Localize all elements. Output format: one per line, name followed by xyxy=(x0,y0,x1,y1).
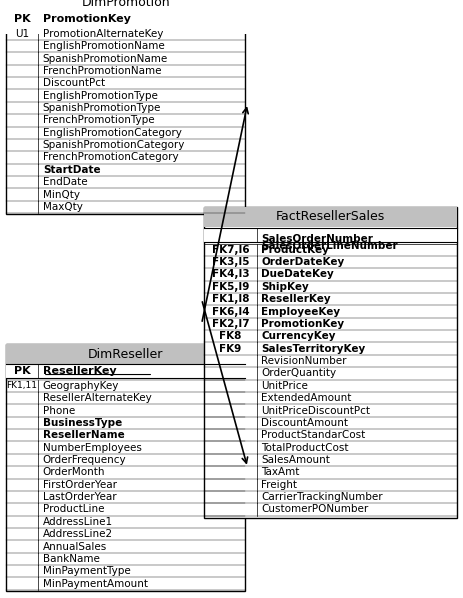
Text: OrderMonth: OrderMonth xyxy=(43,468,105,477)
Text: EnglishPromotionCategory: EnglishPromotionCategory xyxy=(43,128,181,138)
Text: PromotionKey: PromotionKey xyxy=(262,319,344,329)
Text: SpanishPromotionCategory: SpanishPromotionCategory xyxy=(43,140,185,150)
FancyBboxPatch shape xyxy=(204,207,457,518)
FancyBboxPatch shape xyxy=(6,0,245,214)
Text: FK9: FK9 xyxy=(219,344,242,353)
Text: Freight: Freight xyxy=(262,480,297,490)
Text: GeographyKey: GeographyKey xyxy=(43,381,119,390)
FancyBboxPatch shape xyxy=(204,207,457,227)
FancyBboxPatch shape xyxy=(6,12,245,26)
Text: PK: PK xyxy=(14,14,31,24)
Text: FirstOrderYear: FirstOrderYear xyxy=(43,480,117,490)
Text: ProductStandarCost: ProductStandarCost xyxy=(262,430,366,440)
Text: CurrencyKey: CurrencyKey xyxy=(262,331,336,341)
Text: PromotionKey: PromotionKey xyxy=(43,14,131,24)
Text: OrderQuantity: OrderQuantity xyxy=(262,368,337,379)
Text: ResellerKey: ResellerKey xyxy=(43,366,116,376)
Text: RevisionNumber: RevisionNumber xyxy=(262,356,347,366)
Text: FK1,I8: FK1,I8 xyxy=(212,294,249,304)
FancyBboxPatch shape xyxy=(6,344,245,364)
FancyBboxPatch shape xyxy=(6,364,245,379)
Text: EnglishPromotionType: EnglishPromotionType xyxy=(43,91,158,100)
Text: StartDate: StartDate xyxy=(43,165,100,175)
Text: DiscountPct: DiscountPct xyxy=(43,78,105,89)
Text: SpanishPromotionType: SpanishPromotionType xyxy=(43,103,161,113)
Text: FK1,11: FK1,11 xyxy=(6,382,38,390)
Text: Phone: Phone xyxy=(43,405,75,416)
Text: SalesOrderLineNumber: SalesOrderLineNumber xyxy=(262,241,398,251)
Text: EnglishPromotionName: EnglishPromotionName xyxy=(43,41,164,51)
Text: FK2,I7: FK2,I7 xyxy=(212,319,249,329)
Text: CarrierTrackingNumber: CarrierTrackingNumber xyxy=(262,492,383,502)
Text: MinPaymentAmount: MinPaymentAmount xyxy=(43,579,148,588)
Text: ShipKey: ShipKey xyxy=(262,282,309,292)
Text: FK7,I6: FK7,I6 xyxy=(212,245,249,255)
Text: U1: U1 xyxy=(15,29,29,39)
Text: SalesTerritoryKey: SalesTerritoryKey xyxy=(262,344,366,353)
Text: TotalProductCost: TotalProductCost xyxy=(262,443,349,453)
Text: OrderDateKey: OrderDateKey xyxy=(262,257,344,267)
Text: FK8: FK8 xyxy=(219,331,242,341)
Text: FK6,I4: FK6,I4 xyxy=(212,307,249,316)
Text: FK3,I5: FK3,I5 xyxy=(212,257,249,267)
FancyBboxPatch shape xyxy=(6,0,245,12)
Text: MaxQty: MaxQty xyxy=(43,202,83,212)
Text: ExtendedAmount: ExtendedAmount xyxy=(262,393,352,403)
Text: ProductKey: ProductKey xyxy=(262,245,329,255)
Text: OrderFrequency: OrderFrequency xyxy=(43,455,126,465)
FancyBboxPatch shape xyxy=(204,228,457,242)
Text: MinQty: MinQty xyxy=(43,190,80,200)
Text: LastOrderYear: LastOrderYear xyxy=(43,492,116,502)
Text: TaxAmt: TaxAmt xyxy=(262,468,300,477)
Text: EmployeeKey: EmployeeKey xyxy=(262,307,341,316)
Text: MinPaymentType: MinPaymentType xyxy=(43,566,131,576)
Text: FactResellerSales: FactResellerSales xyxy=(276,210,385,223)
Text: DueDateKey: DueDateKey xyxy=(262,270,334,279)
Text: CustomerPONumber: CustomerPONumber xyxy=(262,505,369,514)
Text: AddressLine2: AddressLine2 xyxy=(43,529,113,539)
Text: FrenchPromotionCategory: FrenchPromotionCategory xyxy=(43,152,178,163)
Text: FK5,I9: FK5,I9 xyxy=(212,282,249,292)
Text: PromotionAlternateKey: PromotionAlternateKey xyxy=(43,29,163,39)
Text: DimReseller: DimReseller xyxy=(88,347,163,361)
Text: UnitPriceDiscountPct: UnitPriceDiscountPct xyxy=(262,405,370,416)
Text: BankName: BankName xyxy=(43,554,100,564)
Text: DiscountAmount: DiscountAmount xyxy=(262,418,349,428)
Text: NumberEmployees: NumberEmployees xyxy=(43,443,142,453)
Text: DimPromotion: DimPromotion xyxy=(81,0,170,8)
Text: ResellerName: ResellerName xyxy=(43,430,125,440)
Text: AddressLine1: AddressLine1 xyxy=(43,517,113,527)
Text: UnitPrice: UnitPrice xyxy=(262,381,308,390)
Text: FrenchPromotionName: FrenchPromotionName xyxy=(43,66,161,76)
Text: BusinessType: BusinessType xyxy=(43,418,122,428)
Text: ResellerAlternateKey: ResellerAlternateKey xyxy=(43,393,151,403)
Text: EndDate: EndDate xyxy=(43,177,88,187)
Text: FK4,I3: FK4,I3 xyxy=(212,270,249,279)
Text: FrenchPromotionType: FrenchPromotionType xyxy=(43,115,155,126)
Text: SalesAmount: SalesAmount xyxy=(262,455,330,465)
Text: ResellerKey: ResellerKey xyxy=(262,294,331,304)
Text: AnnualSales: AnnualSales xyxy=(43,542,107,551)
Text: SalesOrderNumber: SalesOrderNumber xyxy=(262,234,373,244)
Text: SpanishPromotionName: SpanishPromotionName xyxy=(43,54,168,63)
Text: ProductLine: ProductLine xyxy=(43,505,104,514)
FancyBboxPatch shape xyxy=(6,344,245,591)
Text: PK: PK xyxy=(14,366,31,376)
